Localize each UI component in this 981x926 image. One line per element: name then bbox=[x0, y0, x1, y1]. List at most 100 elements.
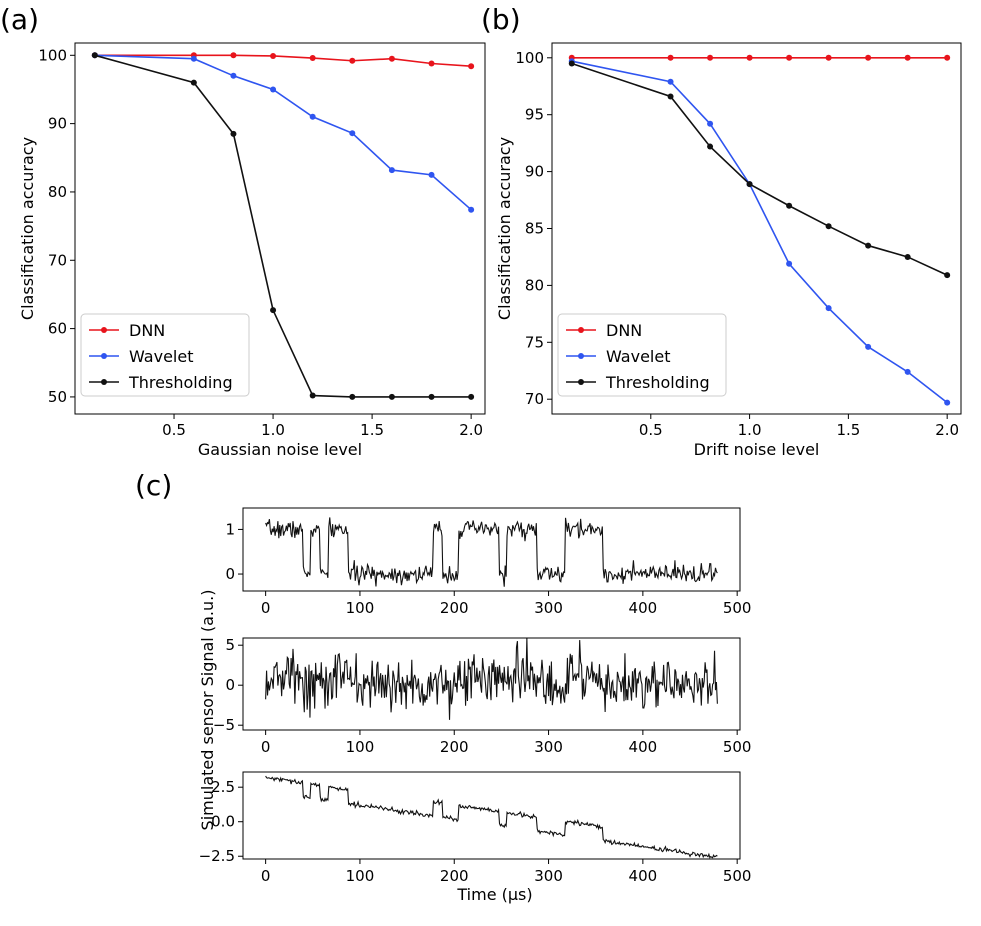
data-point-dnn bbox=[825, 54, 832, 61]
series-line-thresholding bbox=[571, 62, 948, 276]
data-point-thresholding bbox=[190, 79, 197, 86]
legend-marker bbox=[101, 353, 107, 359]
signal-trace bbox=[265, 517, 718, 587]
y-tick-label: 5 bbox=[225, 636, 235, 654]
x-tick-label: 0.5 bbox=[162, 421, 186, 439]
y-tick-label: 60 bbox=[48, 320, 67, 338]
data-point-thresholding bbox=[428, 393, 435, 400]
data-point-thresholding bbox=[349, 393, 356, 400]
x-tick-label: 2.0 bbox=[459, 421, 483, 439]
x-tick-label: 200 bbox=[440, 599, 469, 617]
data-point-thresholding bbox=[667, 93, 674, 100]
legend-label: DNN bbox=[606, 321, 642, 340]
x-tick-label: 500 bbox=[723, 738, 752, 756]
x-tick-label: 1.0 bbox=[738, 421, 762, 439]
data-point-thresholding bbox=[904, 253, 911, 260]
x-tick-label: 1.0 bbox=[261, 421, 285, 439]
data-point-wavelet bbox=[944, 399, 951, 406]
data-point-wavelet bbox=[904, 368, 911, 375]
data-point-wavelet bbox=[388, 167, 395, 174]
legend-label: Thresholding bbox=[605, 373, 710, 392]
x-tick-label: 1.5 bbox=[836, 421, 860, 439]
data-point-thresholding bbox=[270, 307, 277, 314]
y-axis-label: Classification accuracy bbox=[495, 137, 514, 320]
data-point-dnn bbox=[667, 54, 674, 61]
x-tick-label: 100 bbox=[346, 738, 375, 756]
x-tick-label: 1.5 bbox=[360, 421, 384, 439]
plot-frame bbox=[242, 507, 741, 592]
y-tick-label: 50 bbox=[48, 388, 67, 406]
legend-label: Thresholding bbox=[128, 373, 233, 392]
signal-trace bbox=[265, 637, 718, 720]
plot-frame bbox=[242, 771, 741, 860]
panel-b-label: (b) bbox=[481, 3, 521, 36]
panel-c-ylabel: Simulated sensor Signal (a.u.) bbox=[198, 590, 217, 831]
data-point-dnn bbox=[388, 55, 395, 62]
data-point-thresholding bbox=[91, 52, 98, 59]
data-point-thresholding bbox=[568, 60, 575, 67]
signal-subplot: 0 100 200 300 400 500 −5 0 5 bbox=[213, 636, 752, 756]
x-tick-label: 500 bbox=[723, 599, 752, 617]
x-axis-label: Drift noise level bbox=[694, 440, 820, 459]
data-point-dnn bbox=[270, 52, 277, 59]
data-point-wavelet bbox=[786, 260, 793, 267]
y-tick-label: 80 bbox=[525, 276, 544, 294]
y-tick-label: 0 bbox=[225, 676, 235, 694]
data-point-dnn bbox=[786, 54, 793, 61]
y-tick-label: 95 bbox=[525, 106, 544, 124]
data-point-wavelet bbox=[428, 171, 435, 178]
chart-gaussian-noise: 0.5 1.0 1.5 2.0 50 60 70 80 90 100 Gaussian noise … bbox=[18, 42, 486, 459]
data-point-wavelet bbox=[865, 343, 872, 350]
data-point-thresholding bbox=[865, 242, 872, 249]
data-point-dnn bbox=[944, 54, 951, 61]
data-point-dnn bbox=[230, 52, 237, 59]
x-tick-label: 0 bbox=[261, 867, 271, 885]
signal-subplot: 0 100 200 300 400 500 0 1 bbox=[225, 507, 752, 617]
y-tick-label: 90 bbox=[525, 163, 544, 181]
x-axis-label: Gaussian noise level bbox=[198, 440, 362, 459]
data-point-wavelet bbox=[667, 78, 674, 85]
data-point-thresholding bbox=[825, 223, 832, 230]
data-point-thresholding bbox=[468, 393, 475, 400]
legend-marker bbox=[101, 327, 107, 333]
plot-frame bbox=[551, 42, 962, 415]
data-point-dnn bbox=[349, 57, 356, 64]
x-tick-label: 100 bbox=[346, 867, 375, 885]
x-tick-label: 400 bbox=[629, 867, 658, 885]
y-tick-label: 1 bbox=[225, 520, 235, 538]
data-point-dnn bbox=[904, 54, 911, 61]
x-tick-label: 300 bbox=[534, 738, 563, 756]
signal-trace bbox=[265, 775, 718, 859]
x-tick-label: 300 bbox=[534, 599, 563, 617]
legend-marker bbox=[578, 327, 584, 333]
data-point-wavelet bbox=[825, 305, 832, 312]
data-point-wavelet bbox=[190, 55, 197, 62]
data-point-thresholding bbox=[944, 272, 951, 279]
x-tick-label: 300 bbox=[534, 867, 563, 885]
x-tick-label: 0.5 bbox=[639, 421, 663, 439]
data-point-wavelet bbox=[468, 206, 475, 213]
data-point-thresholding bbox=[786, 202, 793, 209]
data-point-wavelet bbox=[230, 72, 237, 79]
x-tick-label: 200 bbox=[440, 867, 469, 885]
data-point-thresholding bbox=[230, 130, 237, 137]
chart-sensor-signals: 0 100 200 300 400 500 0 1 0 100 200 300 400 500 −5 0 5 0 1… bbox=[199, 507, 752, 885]
data-point-wavelet bbox=[349, 130, 356, 137]
x-tick-label: 400 bbox=[629, 738, 658, 756]
x-tick-label: 500 bbox=[723, 867, 752, 885]
y-tick-label: 0.0 bbox=[211, 813, 235, 831]
chart-drift-noise: 0.5 1.0 1.5 2.0 70 75 80 85 90 95 100 Drift noise l… bbox=[495, 42, 962, 459]
plot-frame bbox=[74, 42, 486, 415]
data-point-wavelet bbox=[270, 86, 277, 93]
legend-label: Wavelet bbox=[606, 347, 670, 366]
y-tick-label: 100 bbox=[515, 49, 544, 67]
panel-c-label: (c) bbox=[135, 469, 172, 502]
x-tick-label: 0 bbox=[261, 738, 271, 756]
data-point-dnn bbox=[865, 54, 872, 61]
signal-subplot: 0 100 200 300 400 500 −2.5 0.0 2.5 bbox=[199, 771, 752, 885]
x-tick-label: 100 bbox=[346, 599, 375, 617]
data-point-wavelet bbox=[309, 113, 316, 120]
y-tick-label: 80 bbox=[48, 183, 67, 201]
legend-marker bbox=[578, 353, 584, 359]
